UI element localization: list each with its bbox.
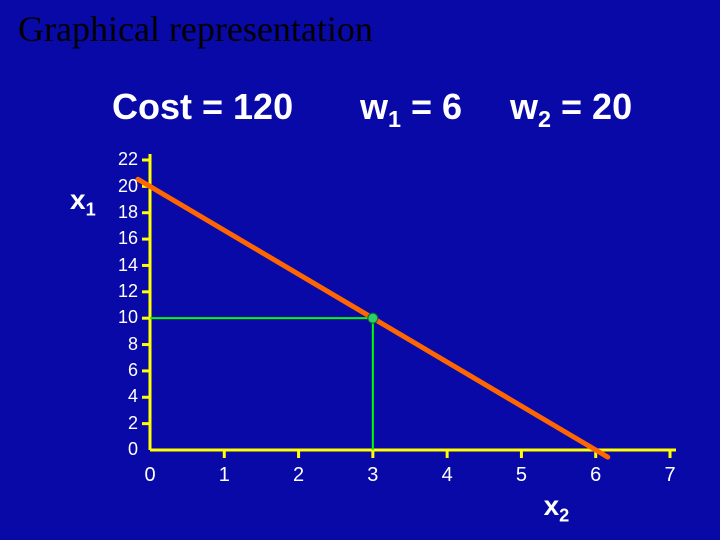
y-tick-2: 2: [108, 413, 138, 434]
x-tick-4: 4: [432, 464, 462, 487]
y-tick-6: 6: [108, 360, 138, 381]
y-tick-22: 22: [108, 149, 138, 170]
y-tick-12: 12: [108, 281, 138, 302]
y-tick-4: 4: [108, 386, 138, 407]
x-tick-6: 6: [581, 464, 611, 487]
x-tick-3: 3: [358, 464, 388, 487]
y-tick-14: 14: [108, 255, 138, 276]
y-tick-10: 10: [108, 307, 138, 328]
x-tick-0: 0: [135, 464, 165, 487]
y-tick-0: 0: [108, 439, 138, 460]
x-tick-1: 1: [209, 464, 239, 487]
x-tick-5: 5: [506, 464, 536, 487]
x-tick-7: 7: [655, 464, 685, 487]
y-tick-20: 20: [108, 176, 138, 197]
slide: Graphical representation Cost = 120w1 = …: [0, 0, 720, 540]
y-tick-8: 8: [108, 334, 138, 355]
x-tick-2: 2: [284, 464, 314, 487]
y-tick-16: 16: [108, 228, 138, 249]
y-tick-18: 18: [108, 202, 138, 223]
